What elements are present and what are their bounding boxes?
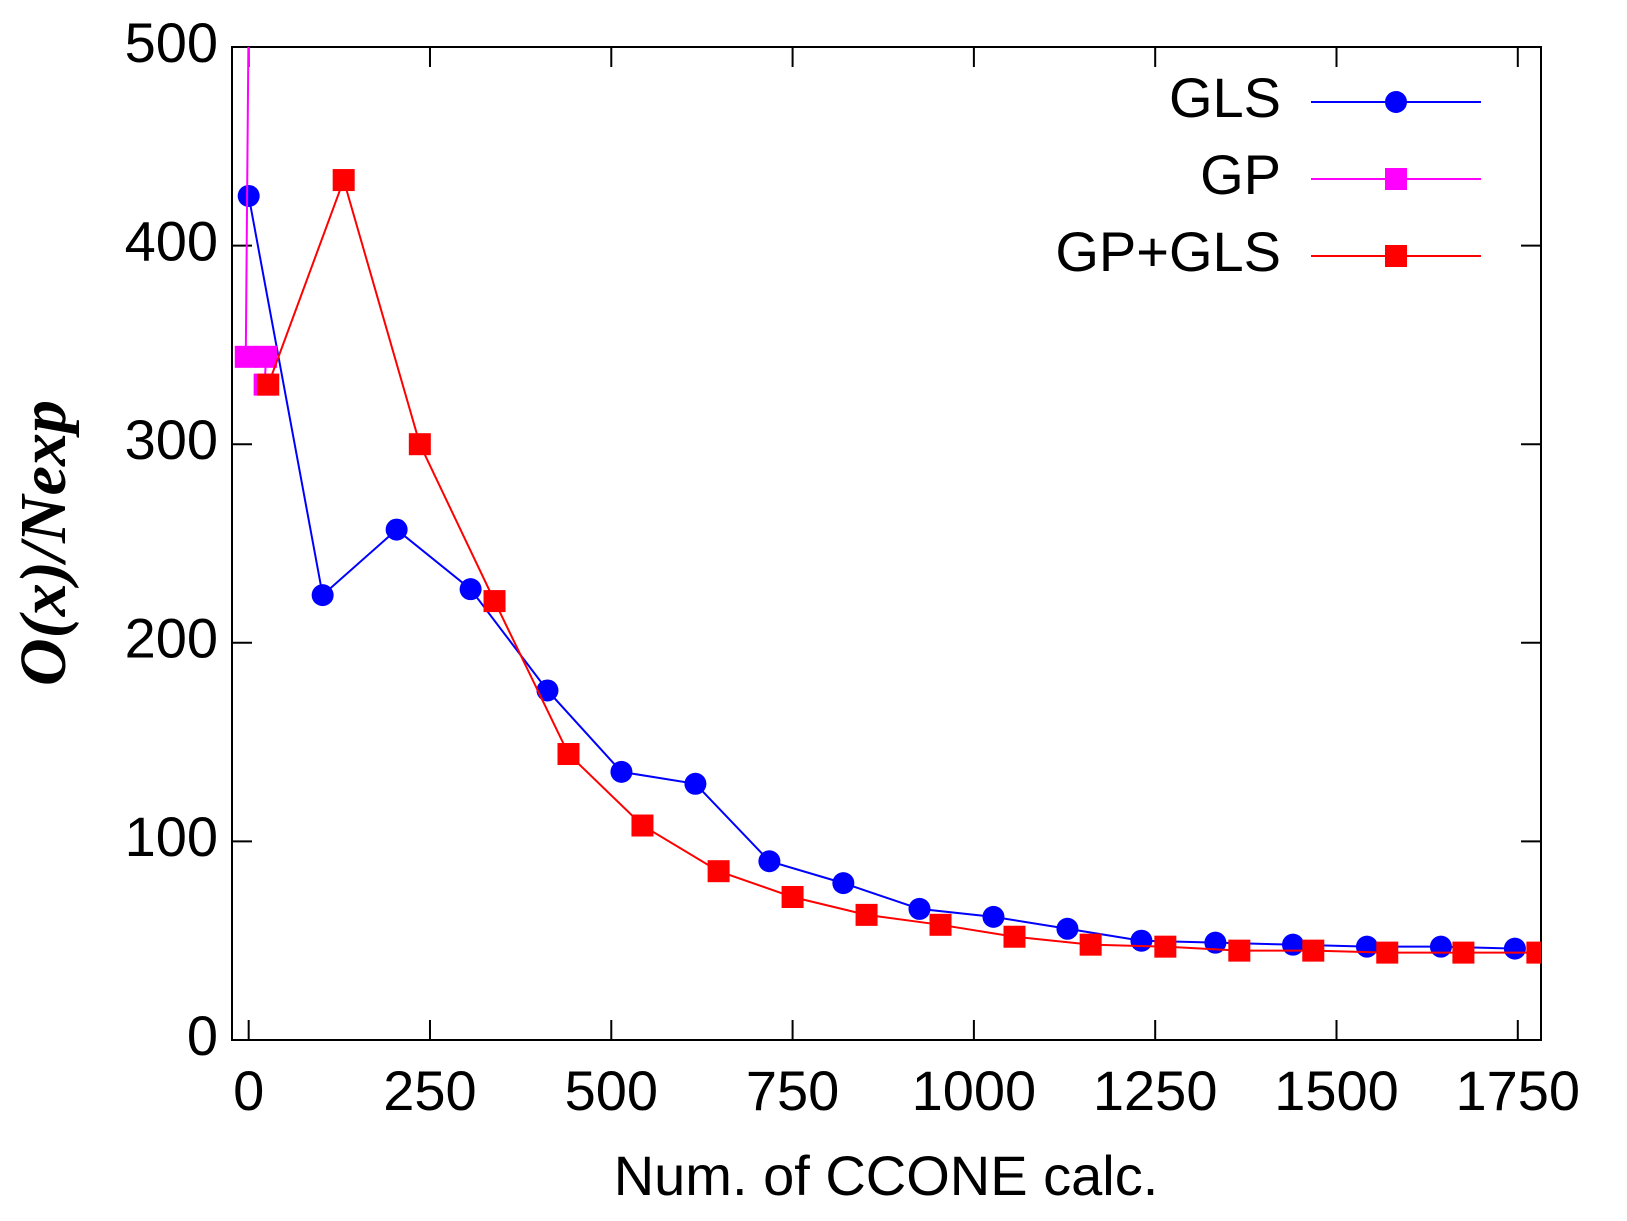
point [1079,933,1102,956]
point [908,897,931,920]
x-tick-label: 250 [383,1059,476,1122]
point [1452,941,1475,964]
legend-label: GP+GLS [1055,220,1281,283]
point [684,772,707,795]
x-tick-label: 1500 [1274,1059,1399,1122]
point [758,850,781,873]
point [631,814,654,837]
point [234,345,257,368]
y-tick-label: 0 [187,1004,218,1067]
x-tick-label: 0 [233,1059,264,1122]
x-tick-label: 750 [746,1059,839,1122]
point [238,0,260,18]
series-line [247,195,1515,950]
y-tick-label: 300 [125,408,218,471]
plot-area [234,0,1541,964]
point [1355,935,1378,958]
y-tick-label: 100 [125,805,218,868]
point [781,886,804,909]
point [1281,933,1304,956]
legend-marker [1385,168,1407,190]
point [459,578,482,601]
point [408,433,431,456]
y-tick-label: 200 [125,607,218,670]
point [1526,941,1541,964]
point [255,345,278,368]
point [1130,929,1153,952]
point [483,590,506,613]
x-tick-label: 1250 [1093,1059,1218,1122]
point [1302,939,1325,962]
point [1376,941,1399,964]
point [1503,937,1526,960]
x-tick-label: 1750 [1456,1059,1581,1122]
legend-marker [1385,91,1407,113]
point [707,860,730,883]
y-tick-label: 400 [125,209,218,272]
point [982,905,1005,928]
legend-label: GP [1200,143,1281,206]
point [332,169,355,192]
point [1056,917,1079,940]
point [929,913,952,936]
x-axis-label: Num. of CCONE calc. [614,1144,1159,1207]
point [536,679,559,702]
plot-frame [231,46,1542,1041]
point [1429,935,1452,958]
point [832,872,855,895]
y-axis-label: O(x)/Nexp [7,400,80,686]
point [610,760,633,783]
series-line [267,176,1538,954]
point [237,184,260,207]
x-tick-label: 500 [565,1059,658,1122]
legend-marker [1385,245,1407,267]
legend-label: GLS [1169,66,1281,129]
point [855,903,878,926]
point [385,518,408,541]
point [1154,935,1177,958]
x-tick-label: 1000 [912,1059,1037,1122]
point [1228,939,1251,962]
point [557,743,580,766]
y-tick-label: 500 [125,11,218,74]
point [257,373,280,396]
point [311,584,334,607]
point [1003,925,1026,948]
